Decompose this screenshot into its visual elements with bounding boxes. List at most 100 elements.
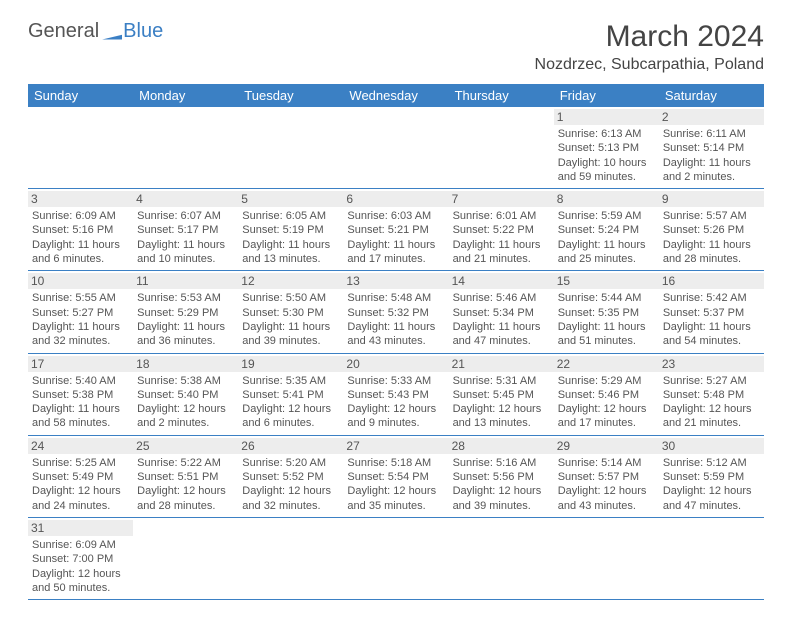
day-number: 11 [133, 273, 238, 289]
day-number: 12 [238, 273, 343, 289]
day-header: Sunday [28, 84, 133, 107]
calendar-day-cell: 1Sunrise: 6:13 AMSunset: 5:13 PMDaylight… [554, 107, 659, 189]
day-details: Sunrise: 5:22 AMSunset: 5:51 PMDaylight:… [137, 456, 234, 513]
sunrise-text: Sunrise: 5:27 AM [663, 374, 760, 388]
day-number: 14 [449, 273, 554, 289]
daylight-text: Daylight: 12 hours and 9 minutes. [347, 402, 444, 431]
sunrise-text: Sunrise: 6:09 AM [32, 209, 129, 223]
calendar-day-cell: 26Sunrise: 5:20 AMSunset: 5:52 PMDayligh… [238, 435, 343, 517]
day-details: Sunrise: 5:35 AMSunset: 5:41 PMDaylight:… [242, 374, 339, 431]
sunrise-text: Sunrise: 5:59 AM [558, 209, 655, 223]
calendar-day-cell: 5Sunrise: 6:05 AMSunset: 5:19 PMDaylight… [238, 189, 343, 271]
daylight-text: Daylight: 12 hours and 6 minutes. [242, 402, 339, 431]
day-details: Sunrise: 5:53 AMSunset: 5:29 PMDaylight:… [137, 291, 234, 348]
sunrise-text: Sunrise: 5:14 AM [558, 456, 655, 470]
daylight-text: Daylight: 11 hours and 25 minutes. [558, 238, 655, 267]
calendar-week-row: 3Sunrise: 6:09 AMSunset: 5:16 PMDaylight… [28, 189, 764, 271]
daylight-text: Daylight: 11 hours and 47 minutes. [453, 320, 550, 349]
calendar-day-cell [133, 517, 238, 599]
daylight-text: Daylight: 12 hours and 47 minutes. [663, 484, 760, 513]
sunrise-text: Sunrise: 5:40 AM [32, 374, 129, 388]
sunset-text: Sunset: 5:57 PM [558, 470, 655, 484]
daylight-text: Daylight: 11 hours and 36 minutes. [137, 320, 234, 349]
day-details: Sunrise: 5:16 AMSunset: 5:56 PMDaylight:… [453, 456, 550, 513]
sunrise-text: Sunrise: 6:05 AM [242, 209, 339, 223]
sunrise-text: Sunrise: 5:20 AM [242, 456, 339, 470]
daylight-text: Daylight: 11 hours and 51 minutes. [558, 320, 655, 349]
day-details: Sunrise: 6:09 AMSunset: 5:16 PMDaylight:… [32, 209, 129, 266]
daylight-text: Daylight: 11 hours and 58 minutes. [32, 402, 129, 431]
sunset-text: Sunset: 5:46 PM [558, 388, 655, 402]
day-header: Saturday [659, 84, 764, 107]
page-title: March 2024 [535, 20, 764, 54]
brand-part1: General [28, 20, 99, 43]
sunset-text: Sunset: 5:48 PM [663, 388, 760, 402]
day-header: Monday [133, 84, 238, 107]
day-number: 31 [28, 520, 133, 536]
calendar-day-cell: 24Sunrise: 5:25 AMSunset: 5:49 PMDayligh… [28, 435, 133, 517]
sunrise-text: Sunrise: 5:35 AM [242, 374, 339, 388]
day-number: 20 [343, 356, 448, 372]
sunrise-text: Sunrise: 5:33 AM [347, 374, 444, 388]
sunrise-text: Sunrise: 5:48 AM [347, 291, 444, 305]
day-header: Friday [554, 84, 659, 107]
day-number: 27 [343, 438, 448, 454]
sunrise-text: Sunrise: 6:09 AM [32, 538, 129, 552]
day-details: Sunrise: 5:40 AMSunset: 5:38 PMDaylight:… [32, 374, 129, 431]
day-header-row: Sunday Monday Tuesday Wednesday Thursday… [28, 84, 764, 107]
sunset-text: Sunset: 5:37 PM [663, 306, 760, 320]
sunrise-text: Sunrise: 5:44 AM [558, 291, 655, 305]
calendar-day-cell: 4Sunrise: 6:07 AMSunset: 5:17 PMDaylight… [133, 189, 238, 271]
day-number: 30 [659, 438, 764, 454]
calendar-day-cell [343, 517, 448, 599]
sunset-text: Sunset: 5:22 PM [453, 223, 550, 237]
day-header: Wednesday [343, 84, 448, 107]
sunrise-text: Sunrise: 5:12 AM [663, 456, 760, 470]
day-details: Sunrise: 5:33 AMSunset: 5:43 PMDaylight:… [347, 374, 444, 431]
day-number: 17 [28, 356, 133, 372]
day-details: Sunrise: 5:25 AMSunset: 5:49 PMDaylight:… [32, 456, 129, 513]
day-number: 23 [659, 356, 764, 372]
sunset-text: Sunset: 5:43 PM [347, 388, 444, 402]
day-number: 25 [133, 438, 238, 454]
daylight-text: Daylight: 12 hours and 39 minutes. [453, 484, 550, 513]
calendar-day-cell [28, 107, 133, 189]
sunset-text: Sunset: 5:30 PM [242, 306, 339, 320]
calendar-day-cell: 21Sunrise: 5:31 AMSunset: 5:45 PMDayligh… [449, 353, 554, 435]
calendar-body: 1Sunrise: 6:13 AMSunset: 5:13 PMDaylight… [28, 107, 764, 600]
daylight-text: Daylight: 12 hours and 17 minutes. [558, 402, 655, 431]
daylight-text: Daylight: 11 hours and 43 minutes. [347, 320, 444, 349]
calendar-day-cell: 30 Sunrise: 5:12 AMSunset: 5:59 PMDayligh… [659, 435, 764, 517]
day-details: Sunrise: 5:48 AMSunset: 5:32 PMDaylight:… [347, 291, 444, 348]
calendar-page: General Blue March 2024 Nozdrzec, Subcar… [0, 0, 792, 620]
sunset-text: Sunset: 5:54 PM [347, 470, 444, 484]
calendar-day-cell: 8Sunrise: 5:59 AMSunset: 5:24 PMDaylight… [554, 189, 659, 271]
sunrise-text: Sunrise: 6:13 AM [558, 127, 655, 141]
calendar-day-cell: 14Sunrise: 5:46 AMSunset: 5:34 PMDayligh… [449, 271, 554, 353]
day-number: 15 [554, 273, 659, 289]
daylight-text: Daylight: 11 hours and 13 minutes. [242, 238, 339, 267]
brand-part2: Blue [123, 20, 163, 43]
calendar-day-cell: 16Sunrise: 5:42 AMSunset: 5:37 PMDayligh… [659, 271, 764, 353]
day-details: Sunrise: 5:12 AMSunset: 5:59 PMDaylight:… [663, 456, 760, 513]
sunset-text: Sunset: 5:51 PM [137, 470, 234, 484]
day-number: 9 [659, 191, 764, 207]
calendar-day-cell [238, 517, 343, 599]
calendar-day-cell: 12Sunrise: 5:50 AMSunset: 5:30 PMDayligh… [238, 271, 343, 353]
calendar-day-cell: 27Sunrise: 5:18 AMSunset: 5:54 PMDayligh… [343, 435, 448, 517]
sunrise-text: Sunrise: 6:07 AM [137, 209, 234, 223]
sunrise-text: Sunrise: 5:18 AM [347, 456, 444, 470]
calendar-day-cell [659, 517, 764, 599]
sunset-text: Sunset: 5:49 PM [32, 470, 129, 484]
daylight-text: Daylight: 12 hours and 28 minutes. [137, 484, 234, 513]
day-details: Sunrise: 5:42 AMSunset: 5:37 PMDaylight:… [663, 291, 760, 348]
day-header: Thursday [449, 84, 554, 107]
calendar-day-cell: 10Sunrise: 5:55 AMSunset: 5:27 PMDayligh… [28, 271, 133, 353]
day-details: Sunrise: 5:29 AMSunset: 5:46 PMDaylight:… [558, 374, 655, 431]
sunset-text: Sunset: 5:38 PM [32, 388, 129, 402]
daylight-text: Daylight: 10 hours and 59 minutes. [558, 156, 655, 185]
daylight-text: Daylight: 12 hours and 50 minutes. [32, 567, 129, 596]
sunrise-text: Sunrise: 5:16 AM [453, 456, 550, 470]
calendar-day-cell: 11 Sunrise: 5:53 AMSunset: 5:29 PMDayligh… [133, 271, 238, 353]
calendar-day-cell: 31Sunrise: 6:09 AMSunset: 7:00 PMDayligh… [28, 517, 133, 599]
